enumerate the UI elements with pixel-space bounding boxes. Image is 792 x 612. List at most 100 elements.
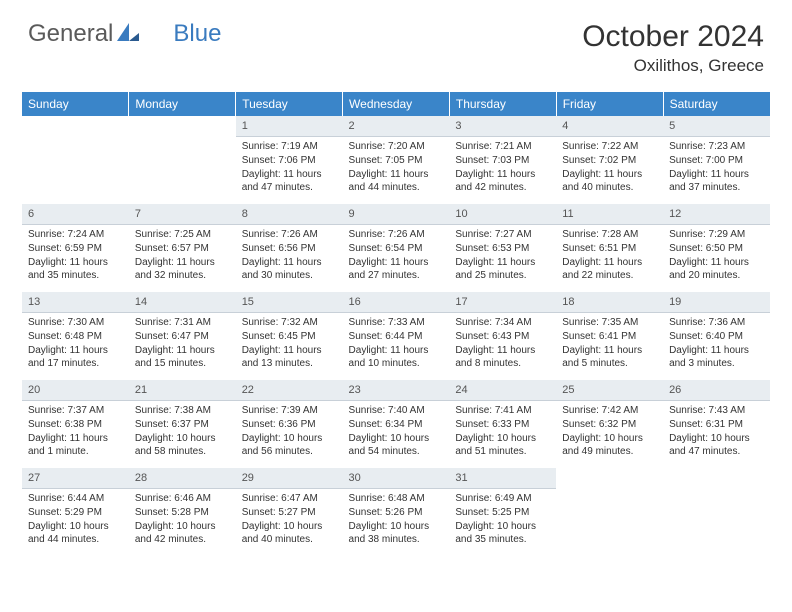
sunrise-line: Sunrise: 7:26 AM <box>349 228 444 241</box>
day-body: Sunrise: 6:49 AMSunset: 5:25 PMDaylight:… <box>449 492 556 553</box>
sunset-line: Sunset: 5:25 PM <box>455 506 550 519</box>
sunset-line: Sunset: 5:28 PM <box>135 506 230 519</box>
sunrise-line: Sunrise: 7:23 AM <box>669 140 764 153</box>
daylight-line: Daylight: 11 hours and 3 minutes. <box>669 344 764 370</box>
daylight-line: Daylight: 11 hours and 1 minute. <box>28 432 123 458</box>
calendar-week-row: 6Sunrise: 7:24 AMSunset: 6:59 PMDaylight… <box>22 204 770 292</box>
calendar-cell: 14Sunrise: 7:31 AMSunset: 6:47 PMDayligh… <box>129 292 236 380</box>
sunset-line: Sunset: 7:05 PM <box>349 154 444 167</box>
calendar-cell <box>22 116 129 204</box>
day-number: 6 <box>22 204 129 225</box>
sunrise-line: Sunrise: 7:20 AM <box>349 140 444 153</box>
day-body: Sunrise: 7:32 AMSunset: 6:45 PMDaylight:… <box>236 316 343 377</box>
sunrise-line: Sunrise: 7:25 AM <box>135 228 230 241</box>
calendar-cell: 4Sunrise: 7:22 AMSunset: 7:02 PMDaylight… <box>556 116 663 204</box>
day-body: Sunrise: 7:41 AMSunset: 6:33 PMDaylight:… <box>449 404 556 465</box>
day-number: 19 <box>663 292 770 313</box>
calendar-cell: 9 Sunrise: 7:26 AMSunset: 6:54 PMDaylight… <box>343 204 450 292</box>
logo: General Blue <box>28 20 221 48</box>
calendar-cell: 8Sunrise: 7:26 AMSunset: 6:56 PMDaylight… <box>236 204 343 292</box>
day-body: Sunrise: 7:20 AMSunset: 7:05 PMDaylight:… <box>343 140 450 201</box>
sunrise-line: Sunrise: 7:36 AM <box>669 316 764 329</box>
sunset-line: Sunset: 6:43 PM <box>455 330 550 343</box>
day-body: Sunrise: 6:44 AMSunset: 5:29 PMDaylight:… <box>22 492 129 553</box>
sunrise-line: Sunrise: 7:32 AM <box>242 316 337 329</box>
calendar-body: 1Sunrise: 7:19 AMSunset: 7:06 PMDaylight… <box>22 116 770 556</box>
day-body: Sunrise: 7:27 AMSunset: 6:53 PMDaylight:… <box>449 228 556 289</box>
sunset-line: Sunset: 7:06 PM <box>242 154 337 167</box>
day-number: 2 <box>343 116 450 137</box>
sunrise-line: Sunrise: 7:42 AM <box>562 404 657 417</box>
day-number: 13 <box>22 292 129 313</box>
daylight-line: Daylight: 11 hours and 17 minutes. <box>28 344 123 370</box>
sunrise-line: Sunrise: 7:33 AM <box>349 316 444 329</box>
daylight-line: Daylight: 11 hours and 47 minutes. <box>242 168 337 194</box>
day-body: Sunrise: 7:36 AMSunset: 6:40 PMDaylight:… <box>663 316 770 377</box>
day-number: 21 <box>129 380 236 401</box>
calendar-cell: 28Sunrise: 6:46 AMSunset: 5:28 PMDayligh… <box>129 468 236 556</box>
title-block: October 2024 Oxilithos, Greece <box>582 20 764 76</box>
day-body: Sunrise: 7:35 AMSunset: 6:41 PMDaylight:… <box>556 316 663 377</box>
sunrise-line: Sunrise: 7:28 AM <box>562 228 657 241</box>
day-number: 9 <box>343 204 450 225</box>
daylight-line: Daylight: 11 hours and 44 minutes. <box>349 168 444 194</box>
day-body: Sunrise: 6:47 AMSunset: 5:27 PMDaylight:… <box>236 492 343 553</box>
calendar-week-row: 27Sunrise: 6:44 AMSunset: 5:29 PMDayligh… <box>22 468 770 556</box>
sunrise-line: Sunrise: 6:47 AM <box>242 492 337 505</box>
calendar-cell: 24Sunrise: 7:41 AMSunset: 6:33 PMDayligh… <box>449 380 556 468</box>
daylight-line: Daylight: 11 hours and 30 minutes. <box>242 256 337 282</box>
month-title: October 2024 <box>582 20 764 54</box>
day-body: Sunrise: 7:29 AMSunset: 6:50 PMDaylight:… <box>663 228 770 289</box>
daylight-line: Daylight: 11 hours and 42 minutes. <box>455 168 550 194</box>
sunset-line: Sunset: 6:47 PM <box>135 330 230 343</box>
calendar-cell: 21Sunrise: 7:38 AMSunset: 6:37 PMDayligh… <box>129 380 236 468</box>
day-body: Sunrise: 7:26 AMSunset: 6:56 PMDaylight:… <box>236 228 343 289</box>
logo-icon <box>117 20 139 48</box>
calendar-week-row: 13 Sunrise: 7:30 AMSunset: 6:48 PMDayligh… <box>22 292 770 380</box>
day-body: Sunrise: 7:23 AMSunset: 7:00 PMDaylight:… <box>663 140 770 201</box>
day-body: Sunrise: 7:30 AMSunset: 6:48 PMDaylight:… <box>22 316 129 377</box>
sunset-line: Sunset: 6:40 PM <box>669 330 764 343</box>
day-body: Sunrise: 7:19 AMSunset: 7:06 PMDaylight:… <box>236 140 343 201</box>
sunset-line: Sunset: 5:26 PM <box>349 506 444 519</box>
calendar-cell: 13 Sunrise: 7:30 AMSunset: 6:48 PMDayligh… <box>22 292 129 380</box>
sunrise-line: Sunrise: 7:39 AM <box>242 404 337 417</box>
daylight-line: Daylight: 11 hours and 13 minutes. <box>242 344 337 370</box>
day-body: Sunrise: 7:39 AMSunset: 6:36 PMDaylight:… <box>236 404 343 465</box>
daylight-line: Daylight: 11 hours and 35 minutes. <box>28 256 123 282</box>
daylight-line: Daylight: 11 hours and 25 minutes. <box>455 256 550 282</box>
day-body: Sunrise: 7:26 AMSunset: 6:54 PMDaylight:… <box>343 228 450 289</box>
calendar-head: SundayMondayTuesdayWednesdayThursdayFrid… <box>22 92 770 116</box>
sunrise-line: Sunrise: 7:22 AM <box>562 140 657 153</box>
day-number: 17 <box>449 292 556 313</box>
day-body: Sunrise: 6:48 AMSunset: 5:26 PMDaylight:… <box>343 492 450 553</box>
daylight-line: Daylight: 11 hours and 10 minutes. <box>349 344 444 370</box>
calendar-cell: 7Sunrise: 7:25 AMSunset: 6:57 PMDaylight… <box>129 204 236 292</box>
daylight-line: Daylight: 11 hours and 27 minutes. <box>349 256 444 282</box>
calendar-cell: 11Sunrise: 7:28 AMSunset: 6:51 PMDayligh… <box>556 204 663 292</box>
day-number: 31 <box>449 468 556 489</box>
calendar-cell: 27Sunrise: 6:44 AMSunset: 5:29 PMDayligh… <box>22 468 129 556</box>
day-number: 20 <box>22 380 129 401</box>
sunset-line: Sunset: 6:48 PM <box>28 330 123 343</box>
calendar-cell: 26Sunrise: 7:43 AMSunset: 6:31 PMDayligh… <box>663 380 770 468</box>
sunset-line: Sunset: 6:57 PM <box>135 242 230 255</box>
daylight-line: Daylight: 10 hours and 49 minutes. <box>562 432 657 458</box>
calendar-cell: 1Sunrise: 7:19 AMSunset: 7:06 PMDaylight… <box>236 116 343 204</box>
sunset-line: Sunset: 6:44 PM <box>349 330 444 343</box>
day-number: 5 <box>663 116 770 137</box>
calendar-cell: 18Sunrise: 7:35 AMSunset: 6:41 PMDayligh… <box>556 292 663 380</box>
day-number: 11 <box>556 204 663 225</box>
sunrise-line: Sunrise: 7:31 AM <box>135 316 230 329</box>
sunset-line: Sunset: 6:59 PM <box>28 242 123 255</box>
sunset-line: Sunset: 6:33 PM <box>455 418 550 431</box>
sunrise-line: Sunrise: 7:27 AM <box>455 228 550 241</box>
daylight-line: Daylight: 10 hours and 54 minutes. <box>349 432 444 458</box>
day-number: 7 <box>129 204 236 225</box>
day-body: Sunrise: 7:42 AMSunset: 6:32 PMDaylight:… <box>556 404 663 465</box>
sunset-line: Sunset: 6:51 PM <box>562 242 657 255</box>
sunset-line: Sunset: 6:37 PM <box>135 418 230 431</box>
day-header: Monday <box>129 92 236 116</box>
calendar-cell: 22Sunrise: 7:39 AMSunset: 6:36 PMDayligh… <box>236 380 343 468</box>
daylight-line: Daylight: 10 hours and 38 minutes. <box>349 520 444 546</box>
